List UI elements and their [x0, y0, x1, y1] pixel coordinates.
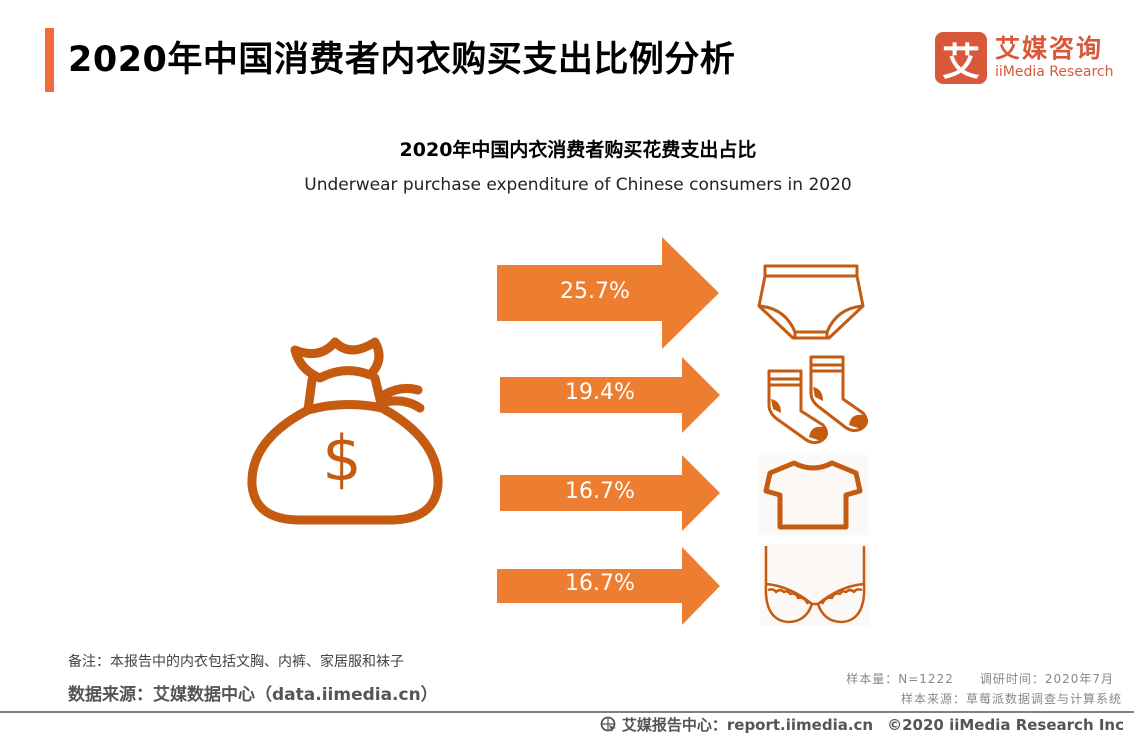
globe-cursor-icon: [600, 716, 616, 732]
copyright: ©2020 iiMedia Research Inc: [887, 715, 1124, 734]
page-title: 2020年中国消费者内衣购买支出比例分析: [68, 40, 736, 80]
arrow-bar-homewear: [500, 455, 720, 531]
chart-title: 2020年中国内衣消费者购买花费支出占比: [399, 139, 757, 161]
arrow-bar-bra: [497, 547, 720, 625]
value-label-bra: 16.7%: [565, 571, 635, 596]
report-center-link[interactable]: 艾媒报告中心：report.iimedia.cn: [621, 716, 874, 734]
logo-mark-icon: 艾: [935, 32, 987, 84]
sample-info: 样本量：N=1222 调研时间：2020年7月: [846, 672, 1114, 686]
bra-icon: [760, 544, 870, 626]
sample-source: 样本来源：草莓派数据调查与计算系统: [900, 692, 1122, 706]
footer-divider: [0, 711, 1134, 713]
value-label-underpants: 25.7%: [560, 279, 630, 304]
value-label-homewear: 16.7%: [565, 479, 635, 504]
underpants-icon: [757, 264, 865, 340]
chart-subtitle: Underwear purchase expenditure of Chines…: [304, 175, 852, 195]
tshirt-icon: [758, 455, 868, 535]
footnote-note: 备注：本报告中的内衣包括文胸、内裤、家居服和袜子: [68, 654, 404, 670]
title-accent-bar: [45, 28, 54, 92]
arrow-bar-socks: [500, 357, 720, 433]
socks-icon: [767, 355, 868, 445]
money-bag-icon: $: [247, 337, 443, 525]
footer: 艾媒报告中心：report.iimedia.cn ©2020 iiMedia R…: [600, 714, 1124, 735]
logo-cn-text: 艾媒咨询: [995, 34, 1104, 63]
data-source: 数据来源：艾媒数据中心（data.iimedia.cn）: [68, 685, 438, 705]
svg-text:$: $: [322, 422, 361, 495]
logo-en-text: iiMedia Research: [995, 64, 1114, 80]
value-label-socks: 19.4%: [565, 380, 635, 405]
arrow-bar-underpants: [497, 237, 719, 349]
iimedia-logo: 艾 艾媒咨询 iiMedia Research: [935, 32, 1114, 84]
